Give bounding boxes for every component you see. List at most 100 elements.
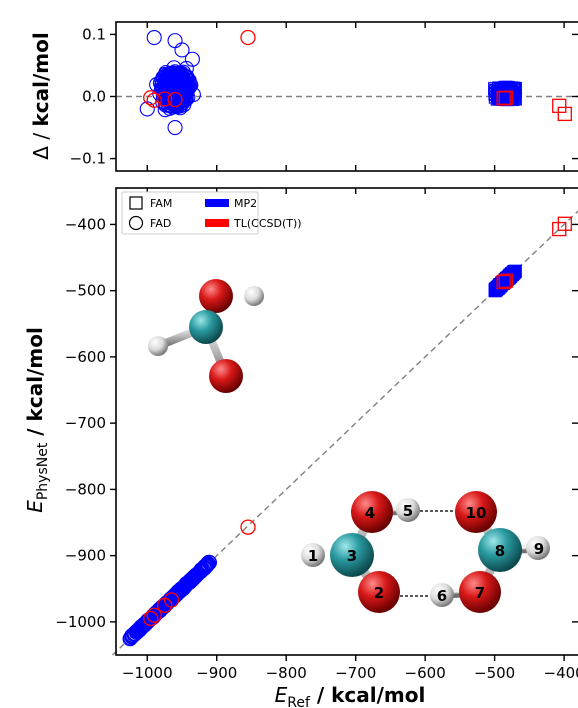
atom-label-2: 2 — [374, 584, 384, 602]
mp2-fad-energy-point — [151, 602, 167, 618]
legend-square-marker — [129, 196, 143, 210]
mp2-fad-energy-point — [173, 581, 189, 597]
legend-circle-marker — [128, 215, 144, 231]
atom-label-5: 5 — [403, 502, 413, 520]
hydrogen-atom-icon — [148, 336, 168, 356]
x-tick-label: −500 — [474, 664, 515, 682]
top-x-ticks — [146, 22, 565, 171]
legend: FAM FAD MP2 TL(CCSD(T)) — [121, 191, 302, 235]
mp2-fad-energy-point — [134, 618, 150, 634]
mp2-fad-energy-point — [197, 558, 214, 574]
atom-label-8: 8 — [495, 542, 505, 560]
tl-fad-energy-point — [240, 519, 256, 535]
tl-fad-delta-point — [167, 91, 183, 108]
bottom-x-ticks: −1000 −900 −800 −700 −600 −500 −400 — [122, 188, 578, 682]
hydrogen-atom-icon — [430, 583, 454, 607]
mp2-fad-delta-point — [167, 33, 183, 49]
mp2-fam-energy-point — [506, 266, 520, 280]
legend-label-tl: TL(CCSD(T)) — [233, 217, 302, 230]
tl-fad-energy-point — [146, 607, 162, 623]
mp2-fam-energy-point — [488, 283, 503, 297]
y-tick-label: −800 — [65, 480, 106, 498]
legend-label-fam: FAM — [150, 197, 172, 210]
x-tick-label: −700 — [335, 664, 376, 682]
energy-panel: −400−500−600−700−800−900−1000 −1000 −900−… — [55, 187, 578, 682]
tl-fad-energy-point — [143, 610, 159, 627]
x-tick-label: −400 — [544, 664, 578, 682]
mp2-fad-energy-point — [125, 627, 141, 643]
mp2-fad-delta-point — [166, 82, 182, 98]
y-tick-label: −400 — [65, 215, 106, 233]
legend-tl-patch — [205, 219, 229, 227]
mp2-fad-delta-point — [168, 83, 184, 99]
y-tick-label: −0.1 — [70, 150, 106, 168]
oxygen-atom-icon — [455, 491, 497, 533]
hydrogen-atom-icon — [301, 543, 325, 567]
tl-fam-energy-point — [557, 216, 572, 231]
mp2-fad-energy-point — [190, 566, 206, 582]
oxygen-atom-icon — [209, 359, 243, 393]
tl-fam-energy-point — [552, 221, 567, 237]
tl-fam-delta-point — [498, 90, 513, 105]
mp2-fad-energy-point — [178, 577, 194, 593]
legend-label-mp2: MP2 — [234, 197, 257, 210]
mp2-fad-energy-point — [199, 557, 215, 573]
y-tick-label: 0.0 — [82, 88, 106, 106]
top-plot-frame — [115, 21, 578, 172]
top-y-axis-label: Δ / kcal/mol — [29, 32, 53, 159]
top-y-ticks: 0.1 0.0 −0.1 — [70, 25, 578, 168]
mp2-fad-energy-point — [187, 568, 203, 584]
x-axis-label: ERef / kcal/mol — [275, 683, 426, 708]
y-tick-label: −1000 — [55, 613, 106, 631]
mp2-delta-points — [139, 29, 522, 136]
carbon-atom-icon — [189, 310, 223, 344]
tl-fad-delta-point — [240, 29, 256, 46]
atom-label-1: 1 — [308, 547, 318, 565]
atom-label-3: 3 — [347, 547, 357, 565]
tl-fam-energy-point — [498, 273, 513, 288]
oxygen-atom-icon — [459, 571, 501, 613]
tl-energy-points — [143, 216, 572, 627]
mp2-fad-delta-point — [146, 29, 162, 46]
legend-mp2-patch — [205, 199, 229, 207]
mp2-fad-delta-point — [184, 51, 200, 67]
mp2-fad-delta-point — [174, 42, 190, 58]
tl-fam-energy-point — [496, 274, 511, 290]
tl-fam-delta-point — [552, 98, 567, 113]
x-tick-label: −1000 — [122, 664, 173, 682]
tl-fad-delta-point — [156, 91, 173, 107]
y-tick-label: −900 — [65, 547, 106, 565]
formic-acid-dimer-illustration: 1 2 3 4 5 6 7 8 9 10 — [301, 491, 550, 613]
atom-label-9: 9 — [534, 540, 544, 558]
mp2-fad-energy-point — [129, 624, 145, 640]
tl-fam-delta-point — [557, 106, 572, 122]
mp2-fad-energy-point — [142, 612, 158, 628]
y-tick-label: −700 — [65, 414, 106, 432]
hydrogen-atom-icon — [244, 286, 264, 306]
x-tick-label: −600 — [405, 664, 446, 682]
mp2-fad-energy-point — [148, 606, 164, 622]
x-tick-label: −800 — [266, 664, 307, 682]
atom-label-6: 6 — [437, 587, 447, 605]
y-tick-label: −600 — [65, 348, 106, 366]
hydrogen-atom-icon — [396, 498, 420, 522]
atom-label-7: 7 — [475, 584, 485, 602]
delta-panel: 0.1 0.0 −0.1 — [70, 21, 578, 172]
bottom-y-ticks: −400 −500 −600 −700 −800 −900 −1000 — [55, 215, 578, 631]
mp2-fad-energy-point — [138, 615, 154, 631]
tl-fad-energy-point — [163, 592, 180, 608]
mp2-fad-energy-point — [126, 626, 142, 643]
bottom-plot-frame — [115, 187, 578, 656]
mp2-fad-delta-point — [167, 119, 183, 136]
bottom-y-axis-label: EPhysNet / kcal/mol — [23, 327, 51, 513]
carbon-atom-icon — [330, 533, 374, 577]
mp2-fad-delta-point — [178, 91, 194, 107]
tl-fad-delta-point — [146, 92, 162, 108]
carbon-atom-icon — [478, 528, 522, 572]
formic-acid-monomer-illustration — [148, 279, 264, 393]
atom-label-4: 4 — [365, 504, 375, 522]
atom-label-10: 10 — [466, 504, 487, 522]
oxygen-atom-icon — [358, 571, 400, 613]
mp2-fad-delta-point — [179, 69, 195, 85]
